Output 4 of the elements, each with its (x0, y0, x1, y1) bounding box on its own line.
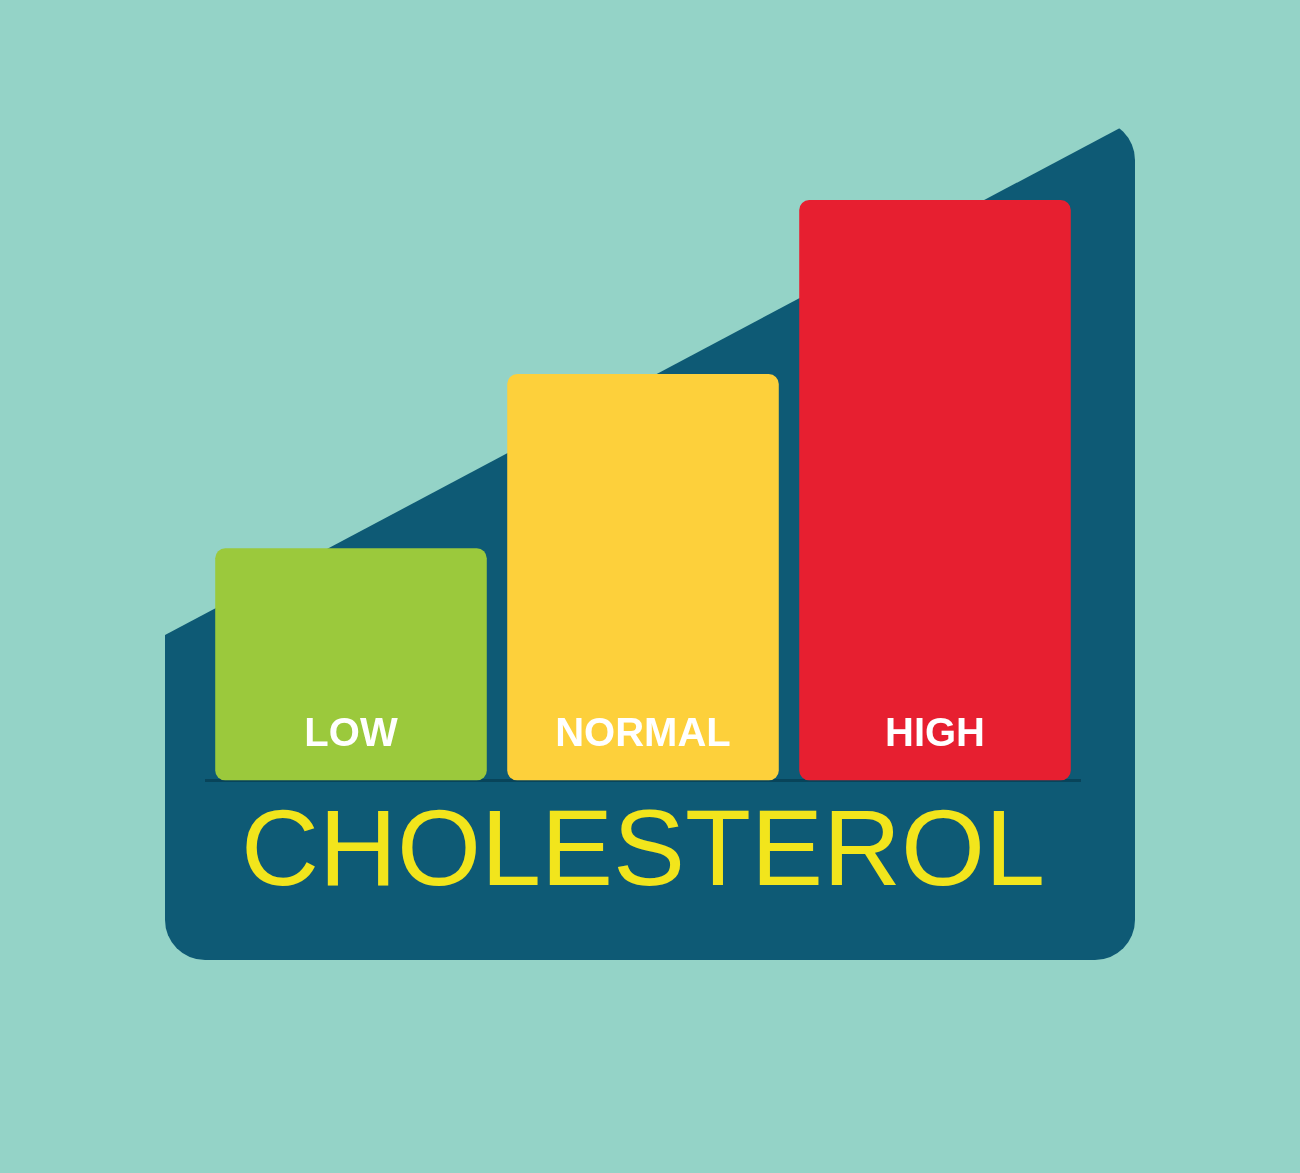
text: CHOLESTEROL (240, 786, 1046, 908)
x-tick-label: LOW (304, 710, 398, 755)
x-tick-label: NORMAL (555, 710, 731, 755)
x-tick-label: HIGH (885, 710, 985, 755)
